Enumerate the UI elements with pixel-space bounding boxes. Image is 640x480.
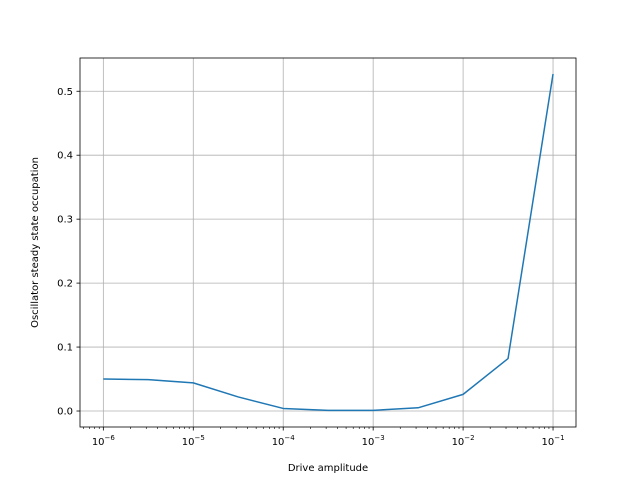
x-tick-label-exponent: −4 <box>284 434 295 442</box>
x-tick-label-exponent: −5 <box>194 434 204 442</box>
x-tick-label-base: 10 <box>272 437 285 448</box>
y-tick-label: 0.2 <box>57 279 73 290</box>
x-tick-label: 10−5 <box>182 434 205 448</box>
y-tick-label: 0.1 <box>57 343 73 354</box>
x-tick-label-base: 10 <box>92 437 105 448</box>
x-tick-label: 10−4 <box>272 434 296 448</box>
data-point <box>462 394 464 396</box>
y-tick-label: 0.4 <box>57 151 73 162</box>
series-layer <box>103 73 554 412</box>
data-point <box>507 358 509 360</box>
plot-frame <box>79 57 577 428</box>
x-tick-label: 10−6 <box>92 434 116 448</box>
data-point <box>147 379 149 381</box>
x-tick-label-exponent: −1 <box>554 434 564 442</box>
x-tick-label: 10−2 <box>452 434 475 448</box>
ticks: 10−6 10−5 10−4 10−3 10−2 10−10.00.10.20.30.40… <box>57 87 564 448</box>
series-line <box>103 73 554 412</box>
data-point <box>552 73 554 75</box>
data-point <box>327 410 329 412</box>
data-point <box>417 407 419 409</box>
x-tick-label-base: 10 <box>542 437 555 448</box>
x-tick-label-base: 10 <box>182 437 195 448</box>
y-tick-label: 0.3 <box>57 215 73 226</box>
grid <box>80 58 576 427</box>
x-tick-label-exponent: −3 <box>374 434 384 442</box>
data-point <box>372 410 374 412</box>
y-axis-label: Oscillator steady state occupation <box>30 157 41 328</box>
data-point <box>237 396 239 398</box>
data-point <box>192 382 194 384</box>
data-point <box>282 408 284 410</box>
x-axis-label: Drive amplitude <box>288 463 368 474</box>
data-point <box>103 378 105 380</box>
x-tick-label: 10−1 <box>542 434 565 448</box>
x-tick-label: 10−3 <box>362 434 385 448</box>
x-tick-label-exponent: −6 <box>105 434 116 442</box>
x-tick-label-base: 10 <box>452 437 465 448</box>
y-tick-label: 0.5 <box>57 87 73 98</box>
y-tick-label: 0.0 <box>57 407 73 418</box>
x-tick-label-base: 10 <box>362 437 375 448</box>
x-tick-label-exponent: −2 <box>464 434 474 442</box>
